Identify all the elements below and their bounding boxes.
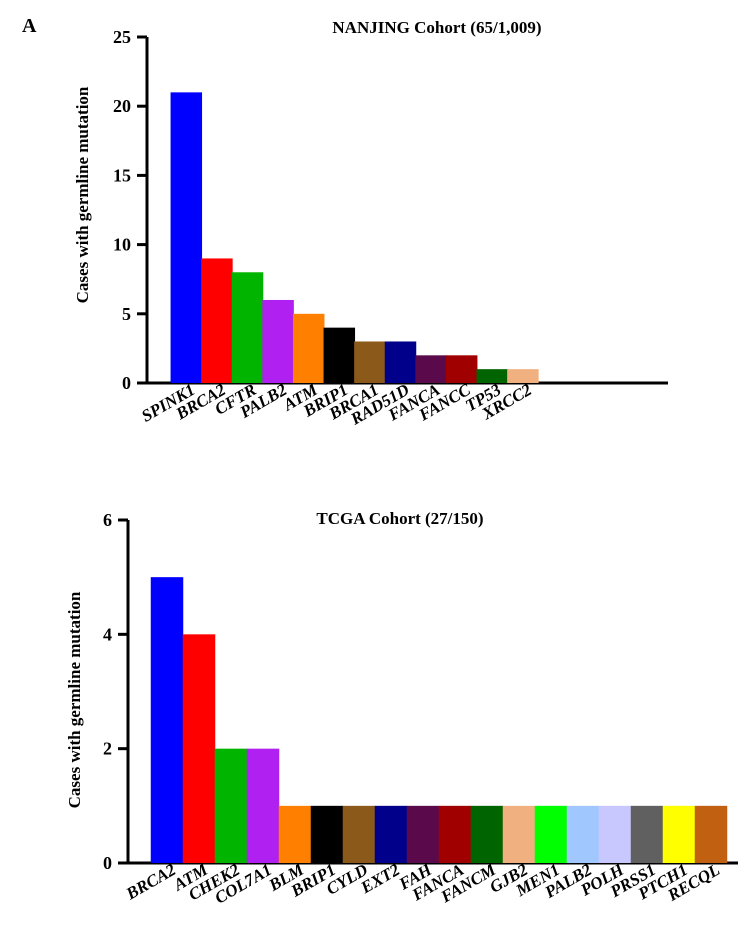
bar-fanca (438, 805, 472, 863)
bar-gjb2 (502, 805, 536, 863)
bar-cyld (342, 805, 376, 863)
y-tick-label: 5 (122, 304, 131, 324)
y-tick-label: 4 (103, 624, 112, 644)
bar-atm (182, 634, 216, 863)
bar-blm (278, 805, 312, 863)
y-axis-label: Cases with germline mutation (73, 86, 92, 303)
y-tick-label: 10 (113, 235, 131, 255)
y-tick-label: 20 (113, 96, 131, 116)
y-tick-label: 6 (103, 510, 112, 530)
chart-title: TCGA Cohort (27/150) (316, 509, 483, 528)
y-tick-label: 0 (103, 853, 112, 873)
bar-ext2 (374, 805, 408, 863)
bar-chek2 (214, 748, 248, 863)
y-tick-label: 25 (113, 27, 131, 47)
bar-prss1 (630, 805, 664, 863)
bar-polh (598, 805, 632, 863)
bar-fancm (470, 805, 504, 863)
tcga-chart: TCGA Cohort (27/150) Cases with germline … (65, 509, 738, 908)
bar-brip1 (323, 327, 356, 383)
bar-palb2 (566, 805, 600, 863)
chart-title: NANJING Cohort (65/1,009) (332, 18, 541, 37)
bar-rad51d (384, 341, 417, 383)
bar-ptch1 (662, 805, 696, 863)
bar-fancc (445, 355, 478, 383)
bar-palb2 (262, 299, 294, 383)
bar-recql (694, 805, 728, 863)
panel-letter: A (22, 15, 37, 37)
y-tick-label: 0 (122, 373, 131, 393)
bar-atm (292, 313, 325, 383)
y-axis-label: Cases with germline mutation (65, 591, 84, 808)
bar-brip1 (310, 805, 344, 863)
y-tick-label: 2 (103, 739, 112, 759)
bar-col7a1 (246, 748, 280, 863)
y-tick-label: 15 (113, 165, 131, 185)
bar-tp53 (476, 369, 509, 383)
bar-men1 (534, 805, 568, 863)
bar-fah (406, 805, 440, 863)
category-label: BRCA2 (122, 860, 179, 904)
bar-spink1 (170, 92, 203, 384)
bar-xrcc2 (507, 369, 539, 383)
bar-cftr (231, 272, 264, 383)
bar-brca2 (201, 258, 233, 383)
bar-brca1 (354, 341, 386, 383)
nanjing-chart: NANJING Cohort (65/1,009) Cases with germ… (73, 18, 668, 429)
bar-fanca (415, 355, 447, 383)
bar-brca2 (150, 577, 184, 863)
